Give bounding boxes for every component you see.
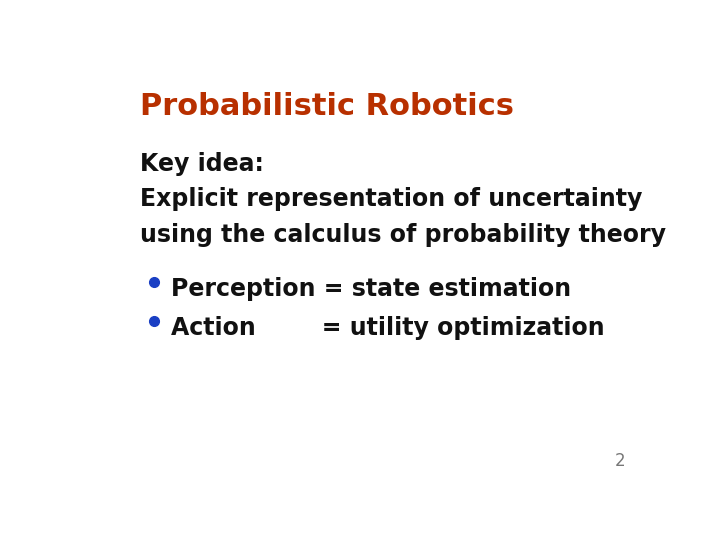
Text: using the calculus of probability theory: using the calculus of probability theory bbox=[140, 223, 666, 247]
Text: Key idea:: Key idea: bbox=[140, 152, 264, 176]
Text: Probabilistic Robotics: Probabilistic Robotics bbox=[140, 92, 514, 121]
Text: Action        = utility optimization: Action = utility optimization bbox=[171, 315, 605, 340]
Text: 2: 2 bbox=[615, 452, 626, 470]
Text: Perception = state estimation: Perception = state estimation bbox=[171, 277, 571, 301]
Text: Explicit representation of uncertainty: Explicit representation of uncertainty bbox=[140, 187, 642, 212]
